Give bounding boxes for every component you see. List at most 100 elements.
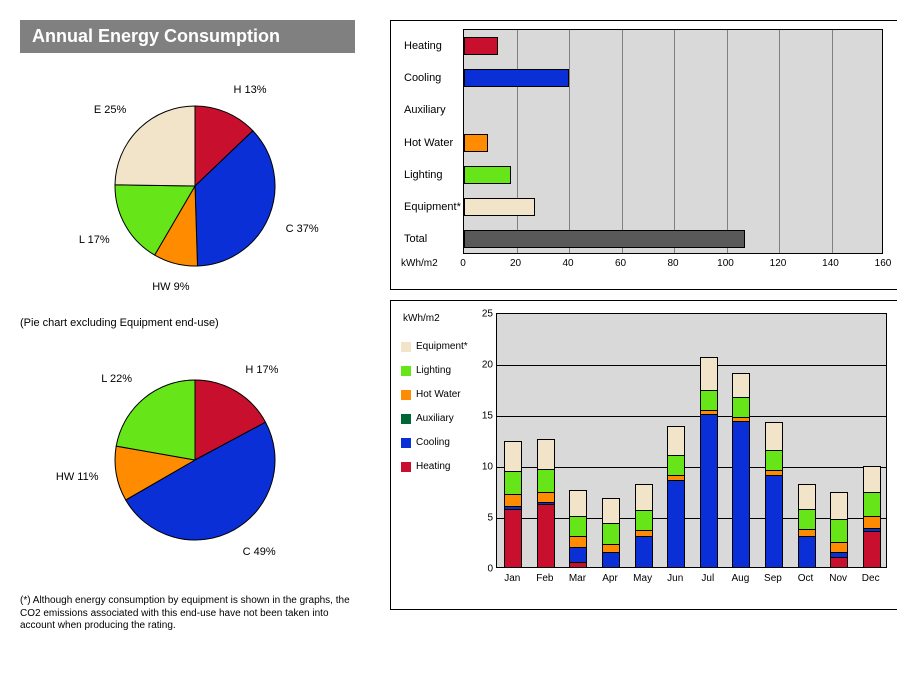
stack-column [700,357,718,567]
stack-seg-Cooling [700,414,718,567]
page-title: Annual Energy Consumption [20,20,355,53]
stack-seg-Hot Water [537,492,555,502]
pie-slice-L [116,380,195,460]
stack-seg-Cooling [798,536,816,567]
legend-item: Hot Water [401,389,471,400]
stack-seg-Equipment* [537,439,555,470]
stack-plot-area: 0510152025 [496,313,887,568]
stack-column [863,466,881,567]
pie-label-C: C 49% [243,546,276,558]
stack-xtick: May [633,573,652,584]
bar-xtick: 140 [822,258,839,269]
stack-xtick: Nov [829,573,847,584]
legend-swatch [401,414,411,424]
bar-xtick: 60 [615,258,626,269]
stack-seg-Cooling [569,547,587,562]
bar-row: Hot Water [464,134,488,152]
pie-label-C: C 37% [286,223,319,235]
right-column: Heating Cooling Auxiliary Hot Water Lighting… [390,20,897,633]
legend-swatch [401,390,411,400]
stack-column [798,484,816,567]
stack-seg-Equipment* [569,490,587,517]
bar-category-label: Lighting [404,166,459,184]
bar-category-label: Hot Water [404,134,459,152]
pie-svg [20,61,370,311]
stack-ytick: 25 [473,309,493,320]
stack-legend: Equipment*LightingHot WaterAuxiliaryCool… [401,341,471,485]
stack-xtick: Mar [569,573,586,584]
bar-xtick: 20 [510,258,521,269]
stack-seg-Equipment* [504,441,522,472]
stack-column [504,441,522,567]
stack-seg-Lighting [765,450,783,470]
pie-label-L: L 22% [101,373,132,385]
bar-xtick: 100 [717,258,734,269]
bar-row: Lighting [464,166,511,184]
bar-category-label: Heating [404,37,459,55]
stack-seg-Hot Water [830,542,848,552]
stack-seg-Lighting [602,523,620,543]
legend-label: Equipment* [416,341,468,352]
stack-column [537,439,555,567]
pie-label-L: L 17% [79,234,110,246]
bar-rect-Heating [464,37,498,55]
pie-svg [20,335,370,585]
bar-row: Equipment* [464,198,535,216]
stack-xtick: Aug [731,573,749,584]
stack-xtick: Jul [701,573,714,584]
legend-swatch [401,342,411,352]
stack-column [667,426,685,567]
stack-xtick: Jun [667,573,683,584]
bar-row: Total [464,230,745,248]
stack-seg-Equipment* [602,498,620,524]
legend-swatch [401,438,411,448]
bar-xtick: 80 [667,258,678,269]
stack-seg-Heating [504,509,522,567]
pie-label-HW: HW 11% [56,471,99,483]
stack-seg-Hot Water [863,516,881,528]
bar-category-label: Cooling [404,69,459,87]
bar-row: Heating [464,37,498,55]
bar-rect-Equipment* [464,198,535,216]
stack-ytick: 15 [473,411,493,422]
stack-seg-Cooling [732,421,750,567]
stack-column [569,490,587,567]
legend-item: Lighting [401,365,471,376]
stack-column [732,373,750,567]
pie-label-H: H 13% [234,84,267,96]
stack-seg-Equipment* [667,426,685,455]
pie-slice-E [115,106,195,186]
stack-seg-Equipment* [863,466,881,492]
pie-chart-excluding-equipment: H 17% C 49% HW 11% L 22% [20,335,370,585]
bar-rect-Total [464,230,745,248]
stack-xtick: Dec [862,573,880,584]
stack-seg-Lighting [569,516,587,536]
legend-item: Equipment* [401,341,471,352]
stack-seg-Equipment* [765,422,783,450]
stack-seg-Heating [863,531,881,567]
stack-axis-label: kWh/m2 [403,313,440,324]
bar-xtick: 160 [875,258,892,269]
pie-chart-including-equipment: H 13%C 37%HW 9%L 17%E 25% [20,61,370,311]
bar-category-label: Auxiliary [404,101,459,119]
left-column: Annual Energy Consumption H 13%C 37%HW 9… [20,20,380,633]
stack-seg-Cooling [667,480,685,567]
stack-xtick: Feb [536,573,553,584]
stack-seg-Heating [830,557,848,567]
legend-swatch [401,462,411,472]
stack-seg-Equipment* [798,484,816,508]
monthly-stacked-chart: kWh/m2Equipment*LightingHot WaterAuxilia… [390,300,897,610]
legend-label: Cooling [416,437,450,448]
bar-xtick: 40 [562,258,573,269]
stack-column [602,498,620,567]
legend-label: Heating [416,461,450,472]
pie-label-H: H 17% [245,364,278,376]
stack-seg-Cooling [602,552,620,567]
stack-seg-Lighting [732,397,750,417]
bar-rect-Cooling [464,69,569,87]
stack-seg-Cooling [765,475,783,567]
stack-xtick: Apr [602,573,618,584]
stack-seg-Equipment* [732,373,750,396]
stack-seg-Heating [569,562,587,567]
pie1-caption: (Pie chart excluding Equipment end-use) [20,317,380,329]
